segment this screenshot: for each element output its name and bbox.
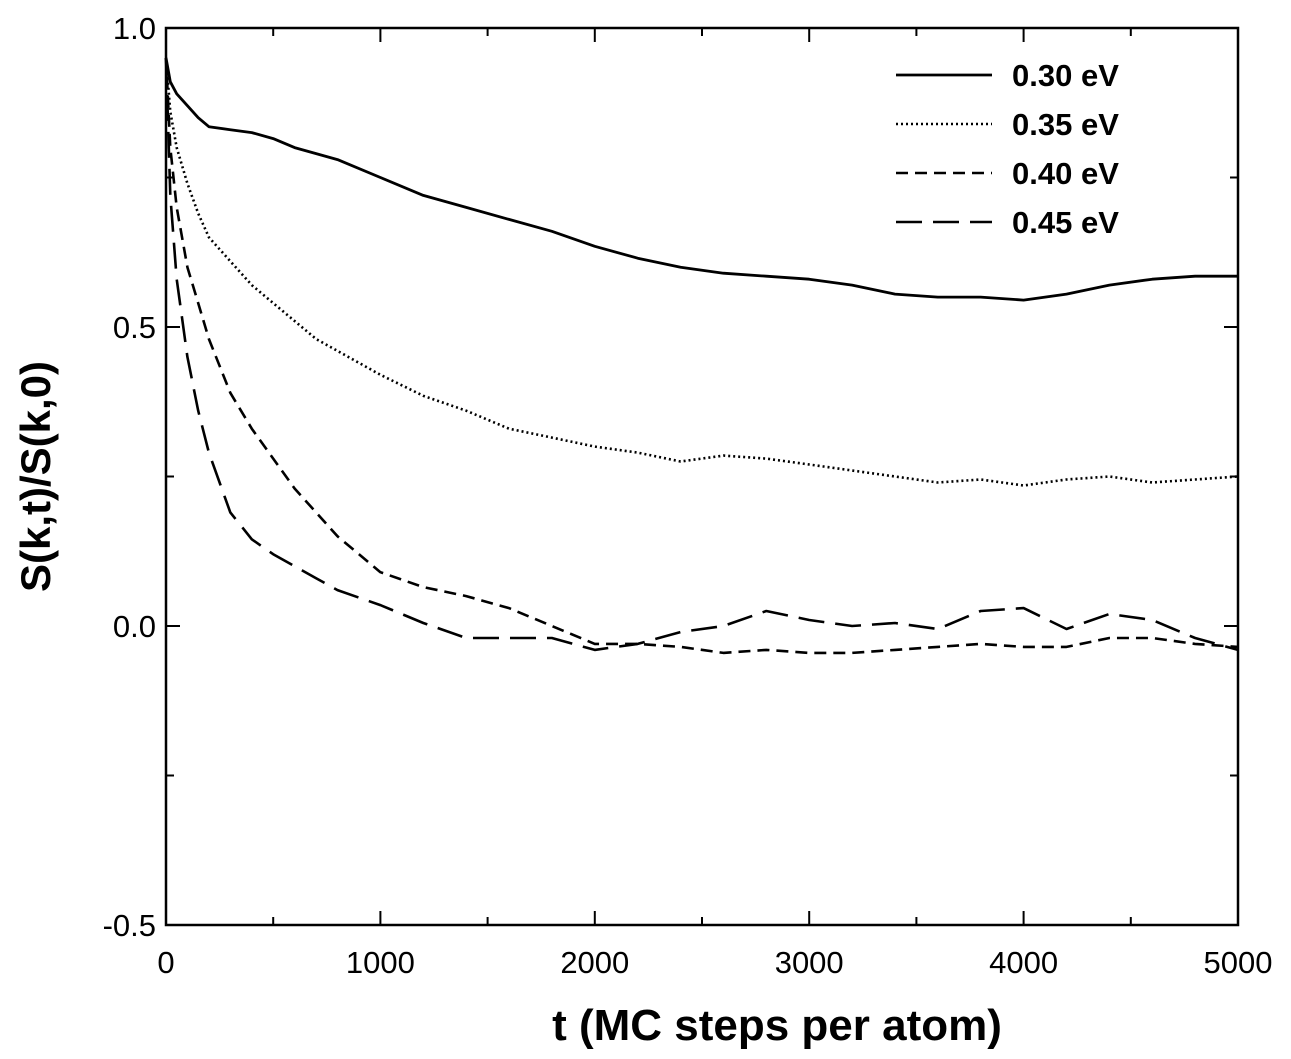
x-tick-label: 3000 [775, 945, 844, 980]
legend-label: 0.35 eV [1012, 107, 1119, 142]
legend: 0.30 eV 0.35 eV 0.40 eV 0.45 eV [896, 58, 1119, 240]
legend-label: 0.40 eV [1012, 156, 1119, 191]
series-line-2 [164, 57, 1239, 487]
y-axis-title: S(k,t)/S(k,0) [12, 361, 59, 592]
y-tick-label: 1.0 [113, 11, 156, 46]
x-tick-label: 0 [157, 945, 174, 980]
x-tick-label: 4000 [989, 945, 1058, 980]
series-line-1 [164, 57, 1238, 302]
tick-labels: 0 1000 2000 3000 4000 5000 -0.5 0.0 0.5 1.0 [103, 11, 1273, 980]
plot-frame [164, 26, 1240, 927]
x-tick-label: 2000 [560, 945, 629, 980]
x-axis-title: t (MC steps per atom) [552, 1001, 1002, 1050]
x-tick-label: 5000 [1204, 945, 1273, 980]
legend-label: 0.30 eV [1012, 58, 1119, 93]
series-lines [164, 57, 1239, 655]
y-tick-label: -0.5 [103, 908, 156, 943]
x-tick-label: 1000 [346, 945, 415, 980]
series-line-4 [164, 57, 1239, 652]
y-tick-label: 0.5 [113, 310, 156, 345]
series-line-3 [164, 57, 1239, 655]
legend-label: 0.45 eV [1012, 205, 1119, 240]
y-tick-label: 0.0 [113, 609, 156, 644]
